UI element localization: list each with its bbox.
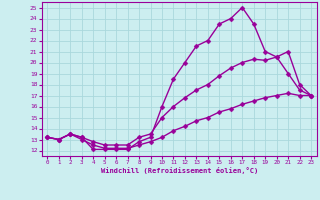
- X-axis label: Windchill (Refroidissement éolien,°C): Windchill (Refroidissement éolien,°C): [100, 167, 258, 174]
